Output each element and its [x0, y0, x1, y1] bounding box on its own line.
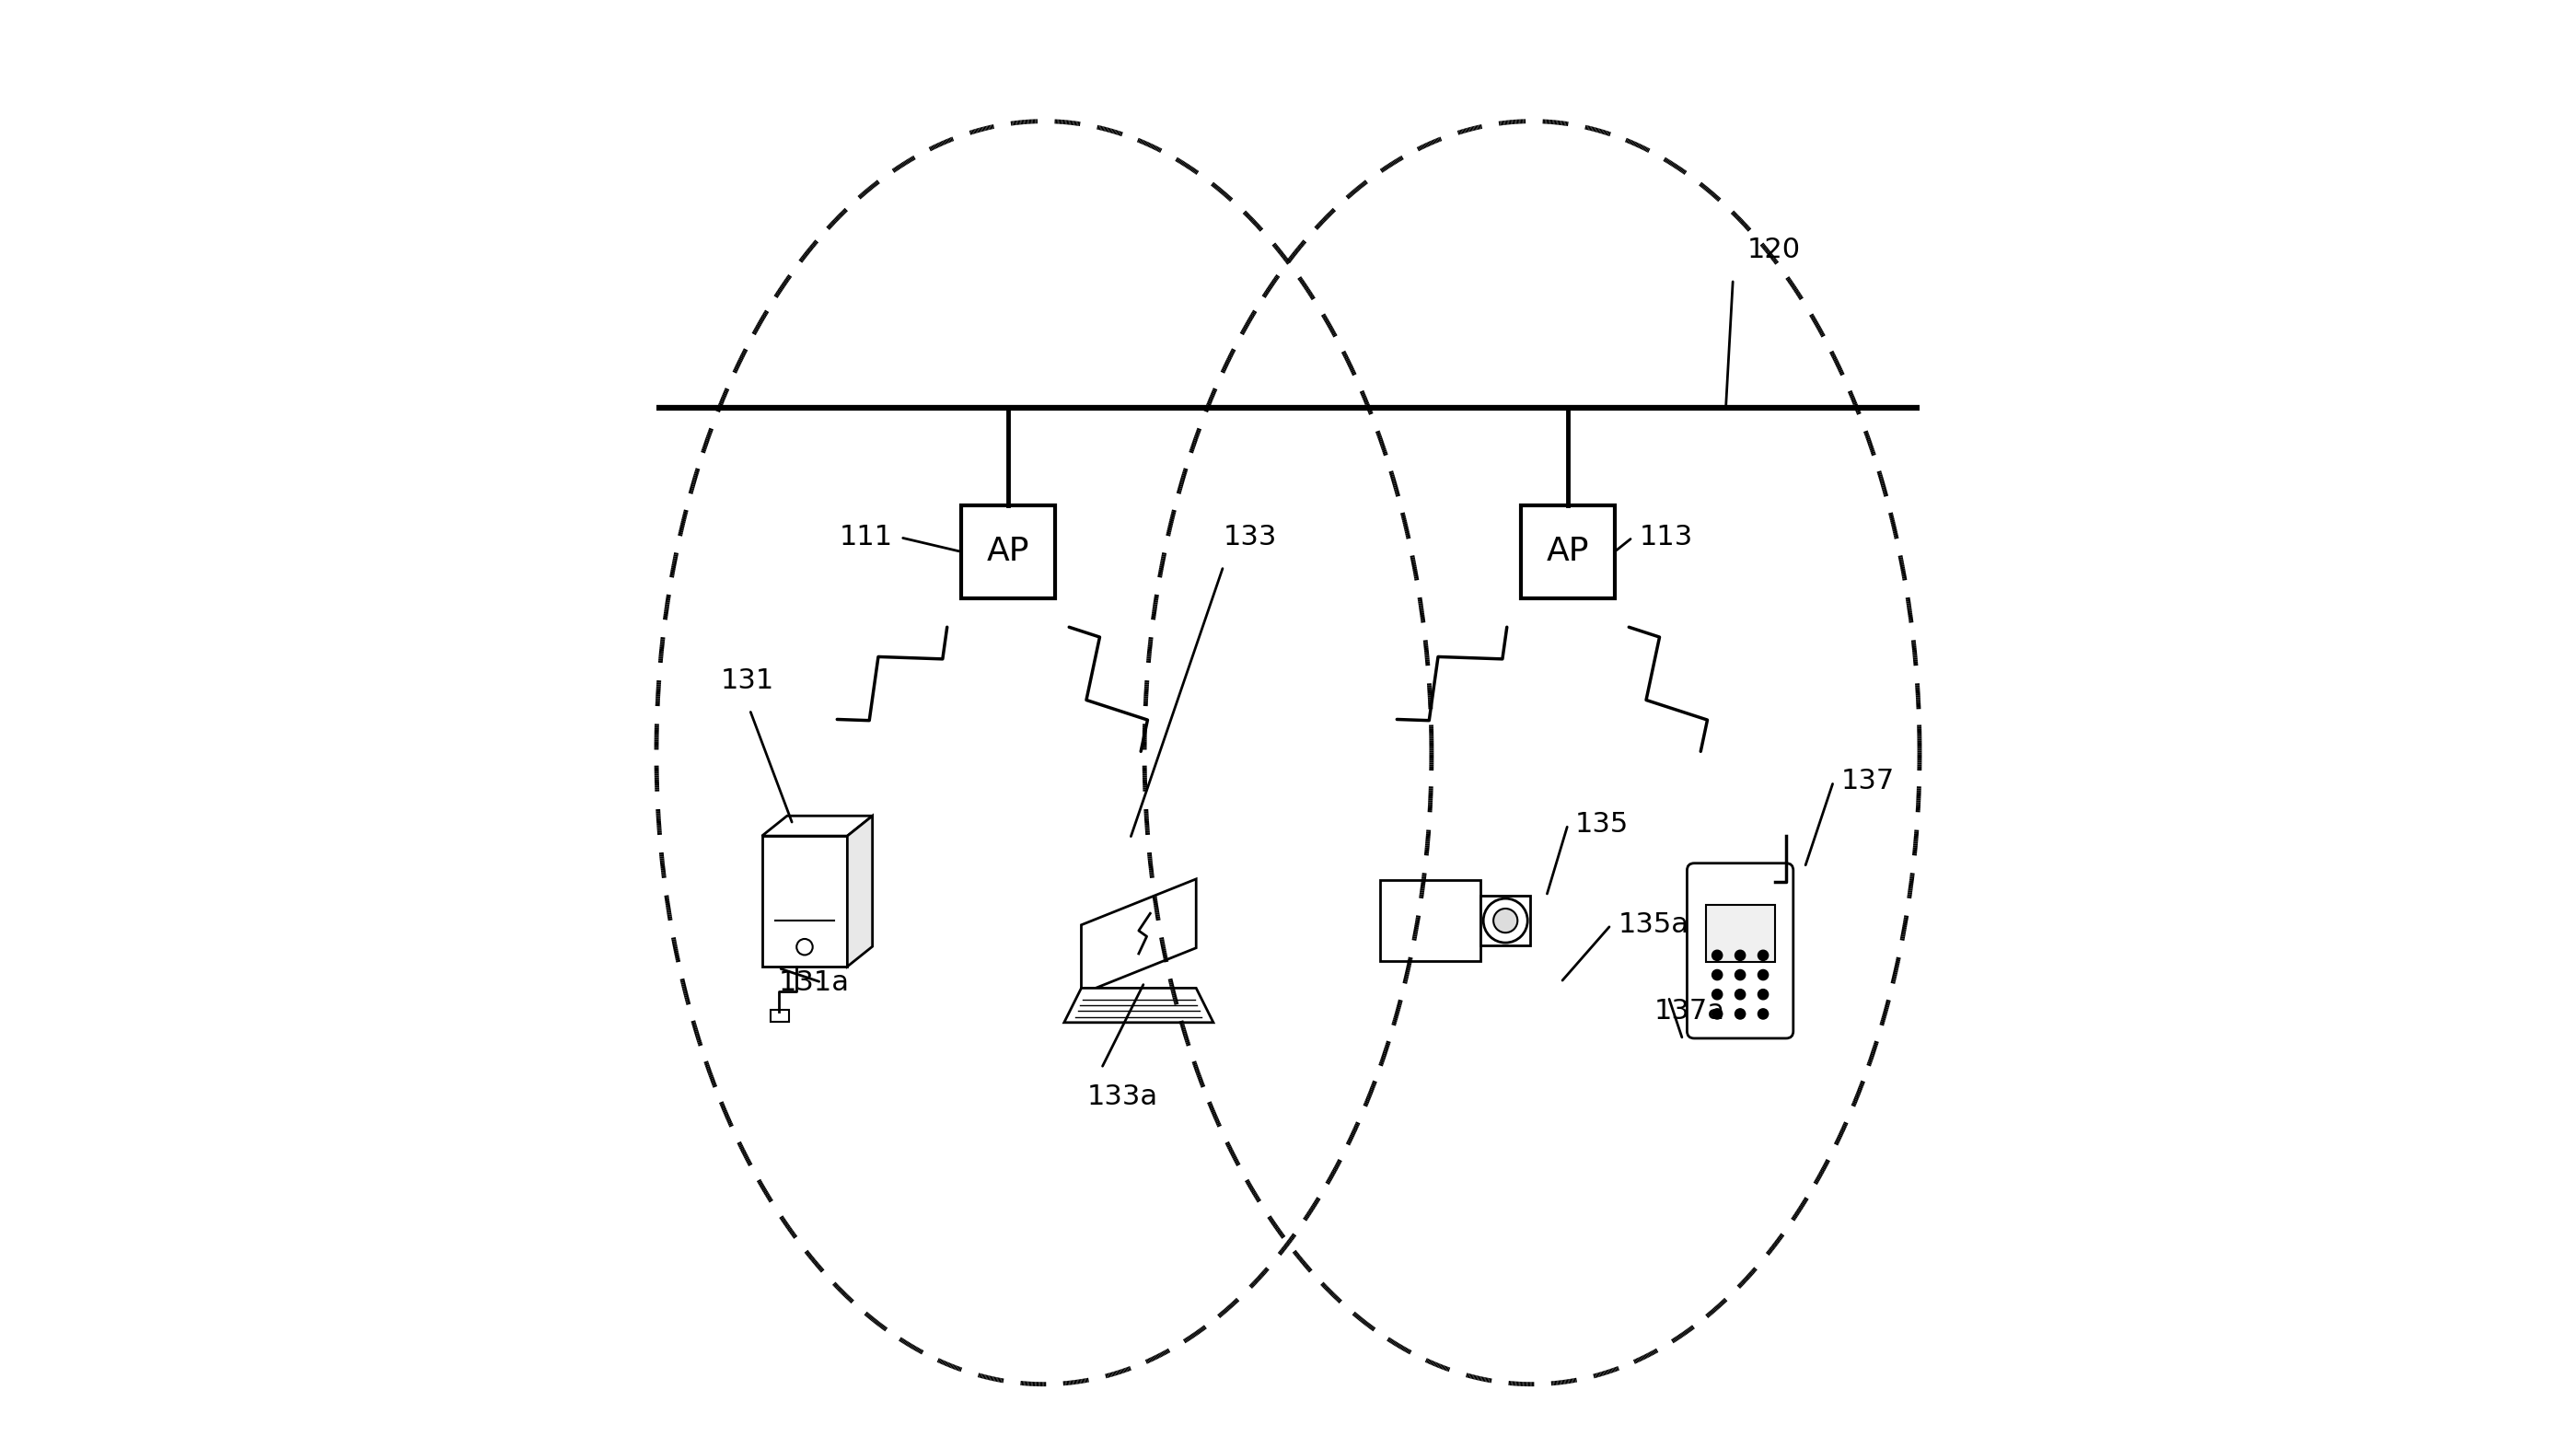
Circle shape — [1757, 970, 1767, 980]
Text: 131: 131 — [721, 668, 775, 694]
Circle shape — [1757, 1009, 1767, 1019]
Text: 137: 137 — [1842, 767, 1893, 795]
Circle shape — [1736, 1009, 1747, 1019]
Polygon shape — [1082, 879, 1195, 993]
Circle shape — [1494, 908, 1517, 933]
FancyBboxPatch shape — [1705, 905, 1775, 963]
Text: 137a: 137a — [1654, 998, 1726, 1024]
FancyBboxPatch shape — [770, 1009, 788, 1022]
Text: 135a: 135a — [1618, 912, 1690, 938]
Circle shape — [1713, 950, 1723, 960]
Circle shape — [1736, 970, 1747, 980]
FancyBboxPatch shape — [1481, 895, 1530, 946]
Text: 111: 111 — [840, 524, 894, 550]
Circle shape — [1757, 989, 1767, 999]
FancyBboxPatch shape — [1687, 863, 1793, 1038]
Text: 120: 120 — [1747, 237, 1801, 264]
Text: AP: AP — [1546, 536, 1589, 568]
Text: 131a: 131a — [778, 969, 850, 996]
Circle shape — [1736, 989, 1747, 999]
Circle shape — [1713, 989, 1723, 999]
Text: 133a: 133a — [1087, 1083, 1159, 1111]
Circle shape — [1757, 950, 1767, 960]
Polygon shape — [1064, 988, 1213, 1022]
Circle shape — [1713, 970, 1723, 980]
FancyBboxPatch shape — [961, 505, 1054, 598]
Circle shape — [1736, 950, 1747, 960]
Polygon shape — [848, 815, 873, 967]
Circle shape — [1484, 899, 1528, 943]
Text: 133: 133 — [1224, 524, 1278, 550]
Text: 135: 135 — [1574, 811, 1628, 838]
FancyBboxPatch shape — [1381, 880, 1481, 961]
FancyBboxPatch shape — [1522, 505, 1615, 598]
Circle shape — [1713, 1009, 1723, 1019]
Text: 113: 113 — [1641, 524, 1692, 550]
FancyBboxPatch shape — [762, 835, 848, 967]
Polygon shape — [762, 815, 873, 835]
Text: AP: AP — [987, 536, 1030, 568]
